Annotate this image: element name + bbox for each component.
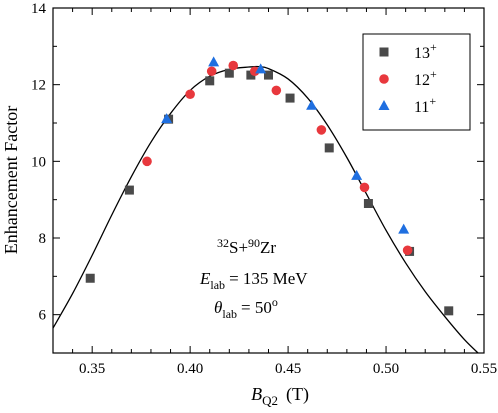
- data-point: [444, 306, 454, 316]
- data-point: [359, 182, 370, 193]
- series-12-markers: [142, 60, 413, 256]
- annotation-energy: Elab = 135 MeV: [199, 269, 308, 292]
- data-point: [228, 60, 239, 71]
- data-point: [185, 89, 195, 100]
- data-point: [264, 70, 273, 80]
- data-point: [285, 93, 295, 103]
- data-point: [402, 245, 413, 256]
- data-point: [316, 125, 327, 135]
- data-markers-layer: [85, 56, 454, 316]
- x-tick-label: 0.45: [275, 361, 301, 377]
- data-point: [85, 273, 95, 283]
- data-point: [142, 156, 152, 167]
- x-tick-label: 0.35: [79, 361, 105, 377]
- theory-curve-layer: [53, 65, 480, 353]
- axes-layer: 0.35 0.40 0.45 0.50 0.55 6 8 10 12 14: [31, 1, 497, 377]
- data-point: [249, 66, 260, 77]
- series-11-markers: [161, 56, 410, 234]
- data-point: [306, 99, 318, 110]
- data-point: [363, 199, 373, 208]
- y-tick-label: 10: [31, 154, 46, 170]
- data-point: [398, 223, 410, 234]
- legend-marker-square: [379, 47, 389, 57]
- data-point: [224, 68, 234, 78]
- data-point: [161, 113, 173, 124]
- legend-marker-circle: [379, 74, 389, 84]
- x-tick-label: 0.55: [471, 361, 497, 377]
- legend-label: 12+: [414, 67, 437, 89]
- data-point: [124, 185, 134, 195]
- annotation-reaction: 32S+90Zr: [217, 236, 276, 257]
- data-point: [351, 169, 363, 180]
- theory-curve: [53, 65, 480, 353]
- reaction-annotation: 32S+90Zr Elab = 135 MeV θlab = 50o: [199, 236, 308, 321]
- data-point: [208, 56, 220, 67]
- data-point: [206, 66, 217, 77]
- legend-label: 11+: [414, 94, 436, 116]
- data-point: [324, 143, 334, 153]
- x-axis-title: BQ2 (T): [251, 384, 309, 408]
- y-tick-label: 12: [31, 78, 46, 94]
- data-point: [255, 63, 267, 74]
- y-tick-label: 6: [39, 308, 47, 324]
- x-tick-label: 0.50: [373, 361, 399, 377]
- annotation-angle: θlab = 50o: [214, 295, 278, 321]
- data-point: [246, 70, 256, 80]
- data-point: [205, 76, 215, 86]
- legend-label: 13+: [414, 40, 437, 62]
- legend-marker-triangle: [378, 100, 390, 110]
- legend-items: 13+ 12+ 11+: [378, 40, 437, 116]
- y-tick-label: 8: [39, 231, 47, 247]
- x-tick-label: 0.40: [177, 361, 203, 377]
- y-axis-title: Enhancement Factor: [1, 106, 21, 254]
- y-tick-label: 14: [31, 1, 47, 17]
- legend: 13+ 12+ 11+: [362, 33, 471, 131]
- data-point: [271, 85, 282, 96]
